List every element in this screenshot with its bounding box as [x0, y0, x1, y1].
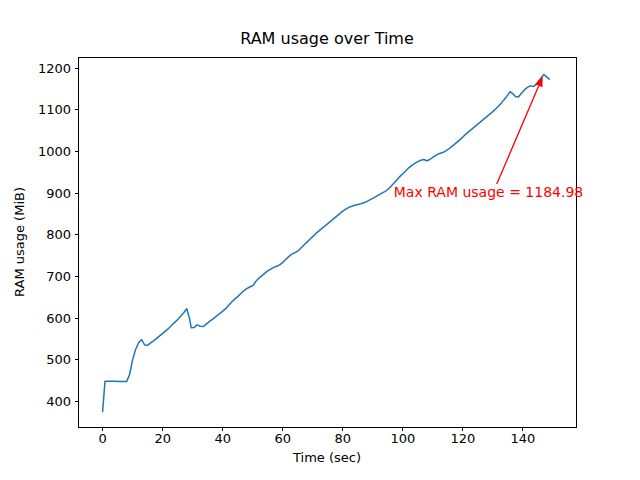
y-tick-label: 800 [46, 227, 71, 242]
y-tick-label: 400 [46, 394, 71, 409]
y-tick-label: 1200 [38, 61, 71, 76]
x-tick-label: 0 [98, 431, 106, 446]
y-tick-label: 900 [46, 186, 71, 201]
y-tick-label: 1100 [38, 102, 71, 117]
x-tick-label: 60 [274, 431, 291, 446]
x-axis-label: Time (sec) [78, 450, 576, 465]
max-annotation-text: Max RAM usage = 1184.98 [394, 184, 583, 200]
plot-svg: 0 20 40 60 80 100 120 140 400 500 600 700 800 900 1000… [0, 0, 640, 480]
x-tick-label: 80 [334, 431, 351, 446]
y-tick-label: 600 [46, 311, 71, 326]
ram-usage-line [103, 75, 550, 412]
y-tick-label: 700 [46, 269, 71, 284]
figure-canvas: 0 20 40 60 80 100 120 140 400 500 600 700 800 900 1000… [0, 0, 640, 480]
x-tick-label: 120 [450, 431, 475, 446]
axes-spines [78, 57, 576, 427]
x-tick-label: 20 [154, 431, 171, 446]
y-tick-label: 500 [46, 352, 71, 367]
chart-title: RAM usage over Time [78, 29, 576, 48]
annotation-arrowhead [535, 77, 543, 88]
y-axis-label: RAM usage (MiB) [12, 187, 27, 297]
x-tick-label: 100 [390, 431, 415, 446]
x-tick-label: 40 [214, 431, 231, 446]
x-tick-label: 140 [510, 431, 535, 446]
y-tick-label: 1000 [38, 144, 71, 159]
